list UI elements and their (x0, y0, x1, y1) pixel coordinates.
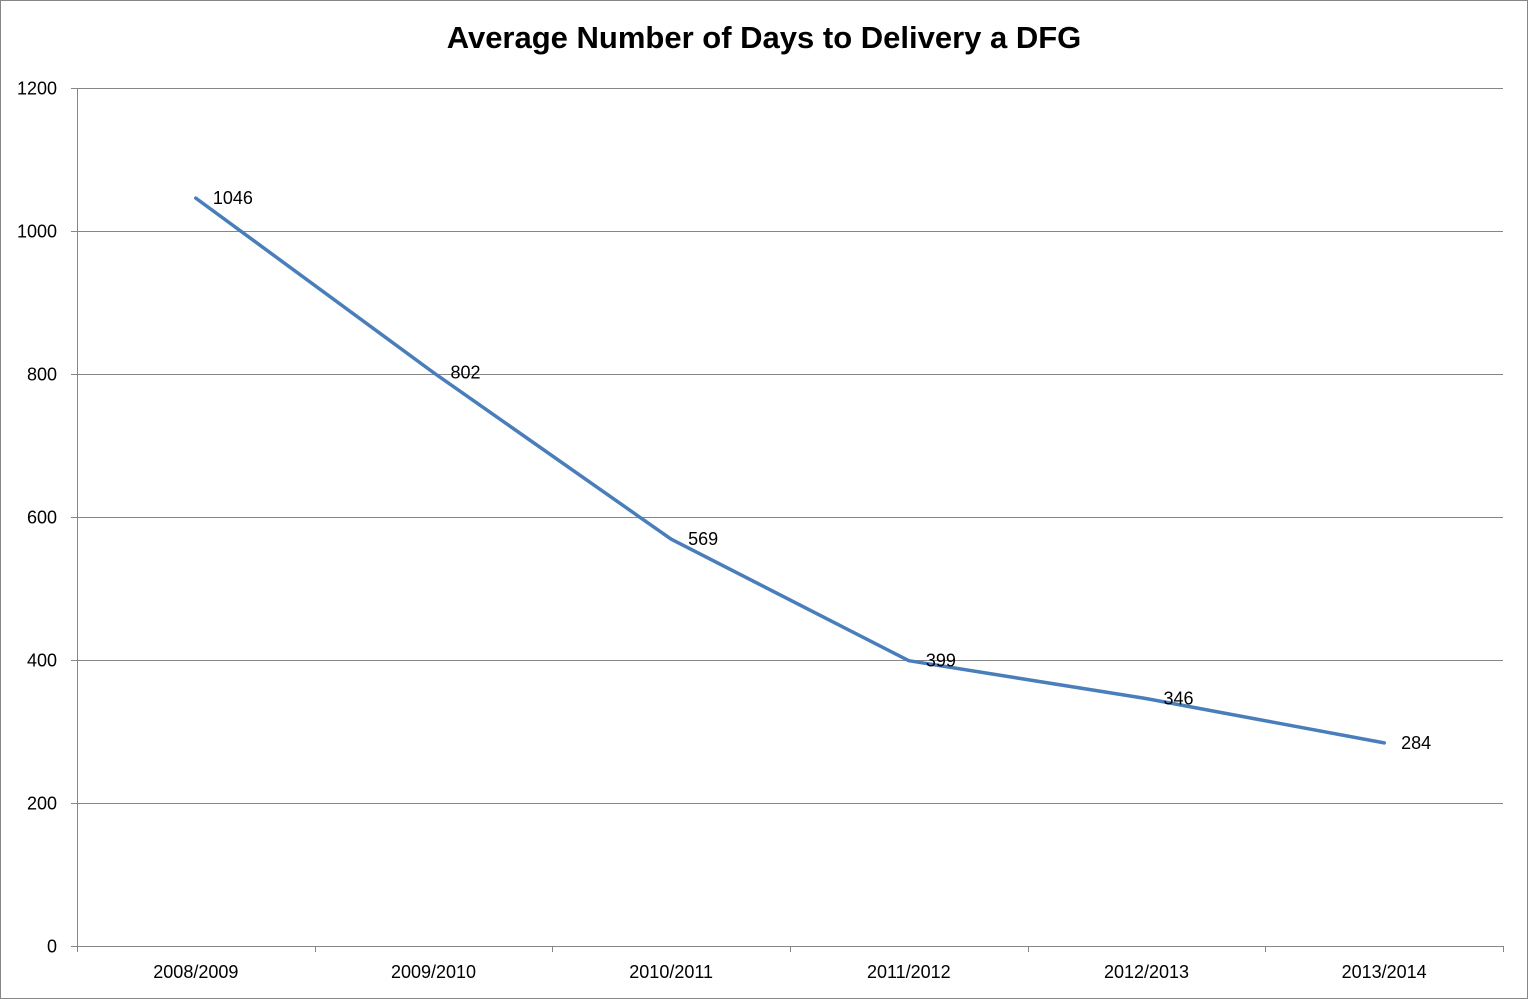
x-tick-label: 2012/2013 (1104, 962, 1189, 982)
y-tick-label: 800 (27, 365, 57, 385)
data-label: 399 (926, 651, 956, 671)
data-labels: 1046 802 569 399 346 284 (213, 188, 1431, 753)
x-tick-label: 2009/2010 (391, 962, 476, 982)
y-tick-label: 400 (27, 651, 57, 671)
x-tick-label: 2008/2009 (153, 962, 238, 982)
y-tick-label: 1200 (17, 79, 57, 99)
y-tick-label: 600 (27, 508, 57, 528)
y-tick-labels: 0 200 400 600 800 1000 1200 (17, 79, 57, 957)
series-line-layer (194, 196, 1386, 745)
x-tick-label: 2010/2011 (629, 962, 713, 982)
y-tick-label: 200 (27, 794, 57, 814)
y-tick-label: 1000 (17, 222, 57, 242)
data-label: 569 (688, 529, 718, 549)
data-label: 346 (1164, 689, 1194, 709)
x-tick-label: 2013/2014 (1342, 962, 1427, 982)
axes (71, 88, 1504, 952)
y-tick-label: 0 (47, 937, 57, 957)
data-label: 802 (451, 363, 481, 383)
gridlines (77, 88, 1503, 804)
x-tick-label: 2011/2012 (867, 962, 951, 982)
chart-title: Average Number of Days to Delivery a DFG (446, 20, 1082, 55)
data-label: 1046 (213, 188, 253, 208)
data-label: 284 (1401, 733, 1431, 753)
series-line (194, 196, 1386, 745)
x-tick-labels: 2008/2009 2009/2010 2010/2011 2011/2012 2012… (153, 962, 1426, 982)
